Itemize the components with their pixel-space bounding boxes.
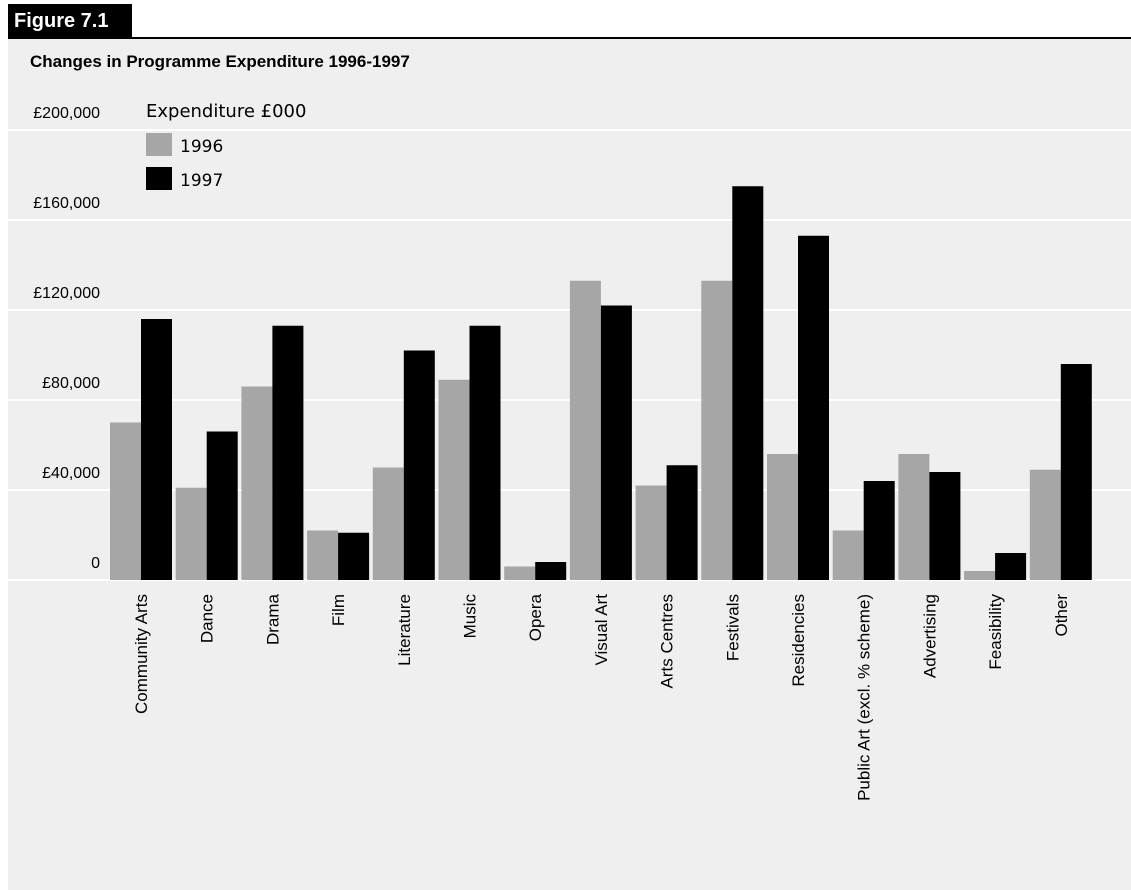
bar-1996 [832,530,864,580]
legend-swatch-1997 [146,167,172,190]
x-category-label: Film [329,594,348,626]
y-tick-label: £40,000 [42,465,100,482]
bar-1997 [600,305,632,580]
bar-1997 [732,186,764,580]
y-tick-label: £120,000 [33,285,100,302]
legend-title: Expenditure £000 [146,101,306,122]
bar-1996 [438,379,470,580]
bar-1997 [798,235,829,580]
bar-1997 [469,325,501,580]
bar-1996 [372,467,404,580]
x-category-label: Music [461,594,480,639]
bar-1997 [995,553,1027,580]
bar-1996 [898,454,930,580]
legend: Expenditure £000 1996 1997 [146,101,306,191]
bar-1997 [929,472,961,580]
y-axis-tick-labels: 0 £40,000 £80,000 £120,000 £160,000 £200,000 [33,105,100,572]
x-category-label: Dance [198,594,217,643]
legend-label-1997: 1997 [180,171,223,191]
y-tick-label: £200,000 [33,105,100,122]
figure-tag: Figure 7.1 [8,4,132,38]
bar-1997 [666,465,698,580]
bar-1997 [272,325,304,580]
bar-1997 [141,319,172,580]
bar-1996 [504,566,536,580]
chart-panel [8,39,1131,890]
x-category-label: Festivals [723,594,742,661]
bar-1997 [1060,364,1092,580]
bar-1997 [863,481,895,580]
bar-1997 [338,532,370,580]
x-category-label: Literature [395,594,414,666]
bar-1997 [535,562,567,580]
x-category-label: Public Art (excl. % scheme) [855,594,874,801]
y-tick-label: £80,000 [42,375,100,392]
x-category-label: Advertising [920,594,939,678]
legend-swatch-1996 [146,133,172,156]
bar-1996 [307,530,339,580]
x-category-label: Other [1052,594,1071,637]
bar-1996 [701,280,733,580]
x-category-label: Opera [526,593,545,641]
bars [110,186,1092,580]
bar-1996 [569,280,601,580]
bar-1996 [110,422,141,580]
x-category-label: Visual Art [592,594,611,666]
bar-1996 [964,571,996,580]
x-category-label: Arts Centres [658,594,677,688]
y-tick-label: £160,000 [33,195,100,212]
bar-1997 [403,350,435,580]
x-category-label: Community Arts [132,594,151,714]
bar-1996 [767,454,798,580]
x-category-label: Drama [263,593,282,645]
x-category-label: Residencies [789,594,808,687]
bar-1996 [241,386,273,580]
bar-1997 [206,431,238,580]
bar-1996 [635,485,667,580]
x-axis-category-labels: Community Arts Dance Drama Film Literature Mu… [132,593,1071,800]
y-tick-label: 0 [91,555,100,572]
legend-label-1996: 1996 [180,137,223,157]
bar-1996 [1029,469,1061,580]
bar-1996 [175,487,207,580]
chart-title: Changes in Programme Expenditure 1996-19… [30,52,410,71]
top-rule [8,37,1131,39]
x-category-label: Feasibility [986,594,1005,670]
